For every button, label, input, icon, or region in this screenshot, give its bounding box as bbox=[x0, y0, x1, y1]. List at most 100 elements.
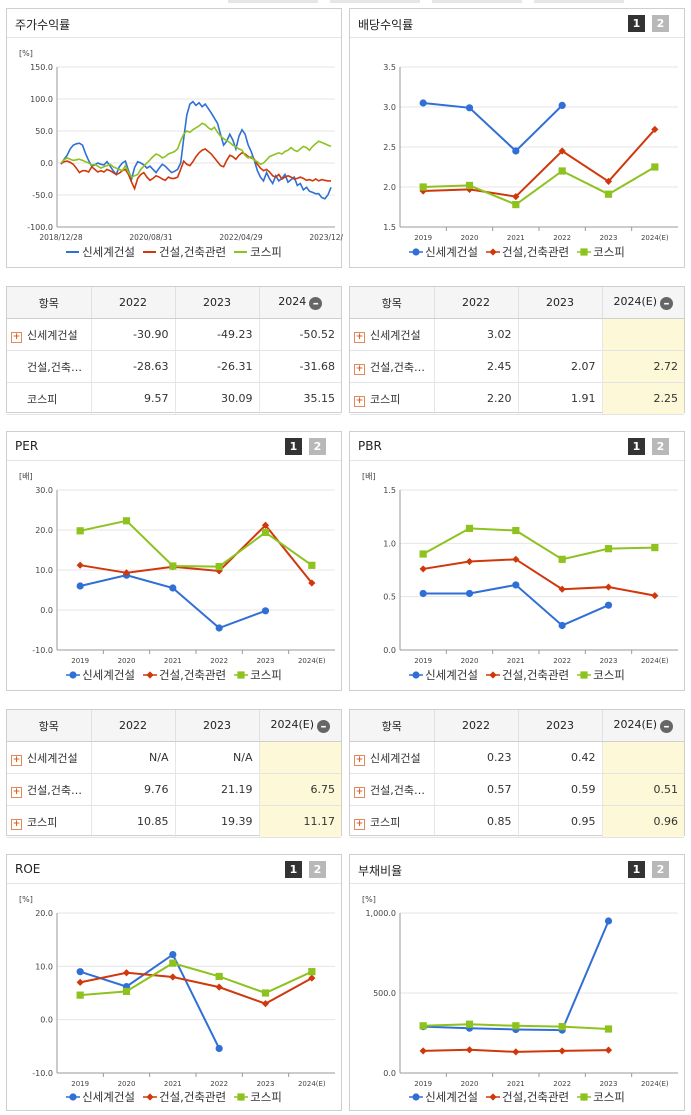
x-tick-label: 2022/04/29 bbox=[219, 233, 262, 242]
chart-legend: 신세계건설 건설,건축관련 코스피 bbox=[350, 244, 684, 260]
x-tick-label: 2022 bbox=[553, 234, 571, 242]
toggle-button-2[interactable]: 2 bbox=[652, 438, 669, 455]
per-panel: PER 1 2 [배] 30.0 20.0 10.0 0.0 -10.0 2019 2020 2… bbox=[6, 431, 342, 691]
legend-swatch-company bbox=[409, 248, 424, 256]
y-axis-unit: [배] bbox=[362, 472, 376, 481]
y-tick-label: 0.0 bbox=[40, 159, 53, 168]
data-point-company bbox=[419, 99, 427, 107]
legend-item-industry[interactable]: 건설,건축관련 bbox=[486, 667, 569, 683]
table-header-row: 항목 2022 2023 2024– bbox=[7, 287, 341, 319]
legend-item-kospi[interactable]: 코스피 bbox=[577, 1089, 625, 1105]
data-point-kospi bbox=[558, 555, 566, 563]
expand-plus-icon[interactable]: + bbox=[11, 331, 22, 343]
legend-item-industry[interactable]: 건설,건축관련 bbox=[486, 1089, 569, 1105]
row-label: 건설,건축… bbox=[370, 783, 425, 797]
expand-plus-icon[interactable]: + bbox=[11, 818, 22, 830]
toggle-button-1[interactable]: 1 bbox=[628, 15, 645, 32]
data-point-kospi bbox=[558, 167, 566, 175]
toggle-button-2[interactable]: 2 bbox=[309, 438, 326, 455]
collapse-minus-icon[interactable]: – bbox=[660, 720, 674, 733]
collapse-minus-icon[interactable]: – bbox=[660, 297, 674, 310]
panel-header: ROE 1 2 bbox=[7, 855, 341, 884]
panel-header: 부채비율 1 2 bbox=[350, 855, 684, 884]
table-row: + 신세계건설 -30.90 -49.23 -50.52 bbox=[7, 318, 341, 351]
column-header: 2024(E) – bbox=[602, 710, 684, 742]
legend-item-kospi[interactable]: 코스피 bbox=[577, 244, 625, 260]
toggle-button-1[interactable]: 1 bbox=[628, 438, 645, 455]
row-label: 건설,건축… bbox=[27, 783, 82, 797]
legend-item-industry[interactable]: 건설,건축관련 bbox=[143, 667, 226, 683]
series-line-kospi bbox=[80, 962, 313, 997]
data-point-company bbox=[465, 589, 474, 598]
legend-swatch-industry bbox=[486, 248, 500, 256]
per-table: 항목 2022 2023 2024(E) – + 신세계건설 N/A N/A + 건설,건축… 9.7… bbox=[7, 710, 341, 838]
y-tick-label: -100.0 bbox=[27, 223, 53, 232]
y-tick-label: 2.0 bbox=[383, 183, 396, 192]
legend-label: 건설,건축관련 bbox=[159, 245, 227, 259]
table-header-row: 항목 2022 2023 2024(E) – bbox=[7, 710, 341, 742]
expand-plus-icon[interactable]: + bbox=[354, 786, 365, 798]
x-tick-label: 2022 bbox=[553, 657, 571, 665]
toggle-button-1[interactable]: 1 bbox=[285, 438, 302, 455]
column-header-label: 2023 bbox=[546, 719, 574, 732]
expand-plus-icon[interactable]: + bbox=[354, 331, 365, 343]
legend-item-kospi[interactable]: 코스피 bbox=[234, 244, 282, 260]
expand-plus-icon[interactable]: + bbox=[354, 754, 365, 766]
table-cell: 0.59 bbox=[518, 773, 603, 806]
table-header-row: 항목 2022 2023 2024(E) – bbox=[350, 287, 684, 319]
chart-legend: 신세계건설 건설,건축관련 코스피 bbox=[350, 667, 684, 683]
legend-item-industry[interactable]: 건설,건축관련 bbox=[143, 1089, 226, 1105]
column-header-label: 2024 bbox=[278, 295, 307, 308]
y-axis-unit: [%] bbox=[362, 895, 376, 904]
table-cell: -49.23 bbox=[175, 318, 260, 351]
data-point-industry bbox=[419, 565, 427, 573]
legend-item-company[interactable]: 신세계건설 bbox=[409, 244, 478, 260]
data-point-industry bbox=[651, 592, 659, 600]
expand-plus-icon[interactable]: + bbox=[11, 754, 22, 766]
series-line-company bbox=[60, 100, 332, 200]
legend-marker-kospi bbox=[580, 671, 588, 679]
legend-item-company[interactable]: 신세계건설 bbox=[66, 244, 135, 260]
x-tick-label: 2019 bbox=[414, 234, 432, 242]
legend-item-kospi[interactable]: 코스피 bbox=[234, 1089, 282, 1105]
table-row: + 건설,건축… 0.57 0.59 0.51 bbox=[350, 773, 684, 806]
expand-plus-icon[interactable]: + bbox=[354, 818, 365, 830]
expand-plus-icon[interactable]: + bbox=[11, 786, 22, 798]
chart-legend: 신세계건설 건설,건축관련 코스피 bbox=[7, 1089, 341, 1105]
legend-item-kospi[interactable]: 코스피 bbox=[234, 667, 282, 683]
expand-plus-icon[interactable]: + bbox=[354, 395, 365, 407]
legend-item-company[interactable]: 신세계건설 bbox=[66, 1089, 135, 1105]
toggle-button-1[interactable]: 1 bbox=[628, 861, 645, 878]
toggle-button-2[interactable]: 2 bbox=[309, 861, 326, 878]
series-line-industry bbox=[423, 128, 656, 198]
toggle-button-2[interactable]: 2 bbox=[652, 861, 669, 878]
legend-marker-kospi bbox=[580, 1093, 588, 1101]
toggle-button-2[interactable]: 2 bbox=[652, 15, 669, 32]
y-tick-label: 1,000.0 bbox=[365, 909, 396, 918]
legend-item-company[interactable]: 신세계건설 bbox=[66, 667, 135, 683]
panel-header: 배당수익률 1 2 bbox=[350, 9, 684, 38]
column-header-label: 항목 bbox=[381, 296, 402, 310]
roe-chart: [%]20.0 10.0 0.0 -10.0 2019 2020 2021 2022 2023 2… bbox=[19, 895, 335, 1088]
expand-plus-icon[interactable]: + bbox=[354, 363, 365, 375]
legend-marker-industry bbox=[489, 248, 497, 256]
legend-item-kospi[interactable]: 코스피 bbox=[577, 667, 625, 683]
legend-item-company[interactable]: 신세계건설 bbox=[409, 667, 478, 683]
legend-item-industry[interactable]: 건설,건축관련 bbox=[143, 244, 226, 260]
row-label-cell: + 신세계건설 bbox=[350, 318, 435, 351]
data-point-company bbox=[76, 582, 84, 590]
data-point-company bbox=[215, 1044, 223, 1053]
collapse-minus-icon[interactable]: – bbox=[317, 720, 331, 733]
table-row: + 신세계건설 3.02 bbox=[350, 318, 684, 351]
collapse-minus-icon[interactable]: – bbox=[309, 297, 323, 310]
column-header: 2023 bbox=[518, 287, 603, 319]
x-tick-label: 2023 bbox=[600, 234, 618, 242]
y-tick-label: -10.0 bbox=[32, 646, 53, 655]
table-cell: -50.52 bbox=[259, 318, 341, 351]
table-cell bbox=[518, 318, 603, 351]
toggle-button-1[interactable]: 1 bbox=[285, 861, 302, 878]
table-row: + 코스피 0.85 0.95 0.96 bbox=[350, 805, 684, 838]
legend-item-company[interactable]: 신세계건설 bbox=[409, 1089, 478, 1105]
data-point-industry bbox=[604, 1046, 613, 1054]
legend-item-industry[interactable]: 건설,건축관련 bbox=[486, 244, 569, 260]
